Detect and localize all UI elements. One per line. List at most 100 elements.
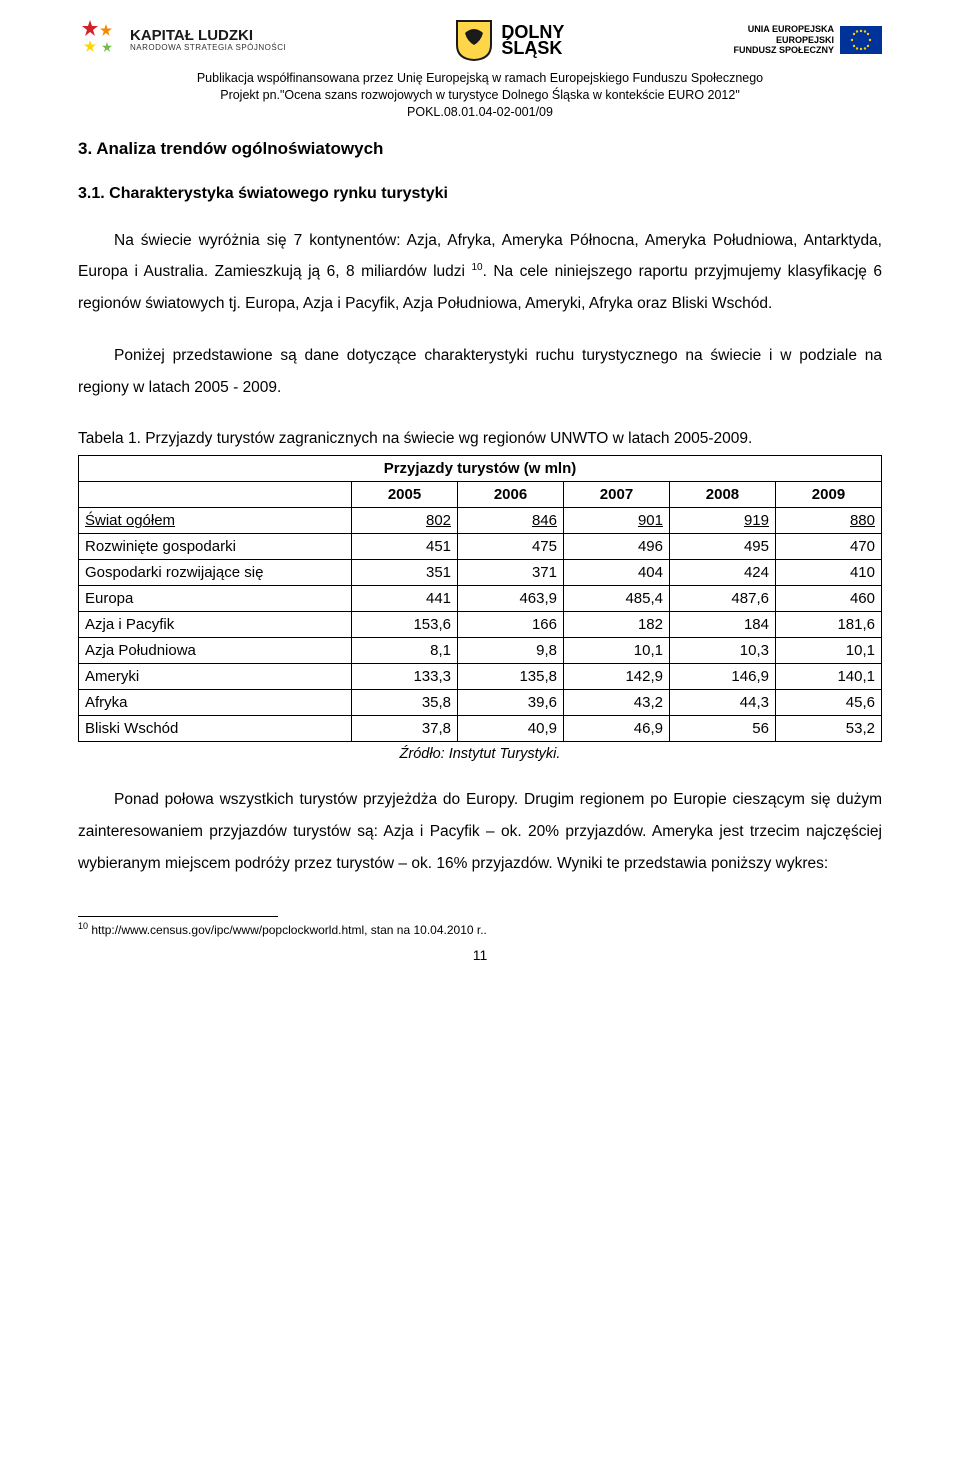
table-row: Rozwinięte gospodarki451475496495470: [79, 534, 882, 560]
table-cell: 9,8: [458, 638, 564, 664]
table-cell: 37,8: [352, 716, 458, 742]
table-cell: 404: [564, 560, 670, 586]
eu-flag-icon: [840, 26, 882, 54]
paragraph-1: Na świecie wyróżnia się 7 kontynentów: A…: [78, 225, 882, 320]
table-cell: 46,9: [564, 716, 670, 742]
table-cell: 184: [669, 612, 775, 638]
table-cell: 485,4: [564, 586, 670, 612]
table-cell: 153,6: [352, 612, 458, 638]
table-cell: 40,9: [458, 716, 564, 742]
table-cell: 35,8: [352, 690, 458, 716]
table-year-header: 2006: [458, 482, 564, 508]
footnote-text: http://www.census.gov/ipc/www/popclockwo…: [88, 923, 487, 937]
table-cell: 460: [775, 586, 881, 612]
table-year-header: 2009: [775, 482, 881, 508]
kl-subtitle: NARODOWA STRATEGIA SPÓJNOŚCI: [130, 44, 286, 52]
table-year-header: 2008: [669, 482, 775, 508]
footnote-num: 10: [78, 921, 88, 931]
table-cell: 140,1: [775, 664, 881, 690]
logo-eu: UNIA EUROPEJSKA EUROPEJSKI FUNDUSZ SPOŁE…: [733, 24, 882, 55]
table-cell: 410: [775, 560, 881, 586]
table-row: Ameryki133,3135,8142,9146,9140,1: [79, 664, 882, 690]
table-row-label: Rozwinięte gospodarki: [79, 534, 352, 560]
table-cell: 441: [352, 586, 458, 612]
table-cell: 142,9: [564, 664, 670, 690]
paragraph-3: Ponad połowa wszystkich turystów przyjeż…: [78, 784, 882, 879]
footnote-rule: [78, 916, 278, 917]
table-cell: 495: [669, 534, 775, 560]
table-cell: 39,6: [458, 690, 564, 716]
eu-line2: EUROPEJSKI: [776, 35, 834, 45]
table-row-label: Azja Południowa: [79, 638, 352, 664]
table-row: Gospodarki rozwijające się35137140442441…: [79, 560, 882, 586]
table-cell: 901: [564, 508, 670, 534]
table-cell: 351: [352, 560, 458, 586]
kl-title: KAPITAŁ LUDZKI: [130, 28, 286, 44]
table-row: Świat ogółem802846901919880: [79, 508, 882, 534]
table-row-label: Gospodarki rozwijające się: [79, 560, 352, 586]
table-row-label: Afryka: [79, 690, 352, 716]
table-cell: 133,3: [352, 664, 458, 690]
publication-info: Publikacja współfinansowana przez Unię E…: [78, 70, 882, 121]
table-cell: 10,3: [669, 638, 775, 664]
table-row-label: Bliski Wschód: [79, 716, 352, 742]
page-number: 11: [78, 947, 882, 963]
kl-star-icon: [78, 18, 122, 62]
table-cell: 182: [564, 612, 670, 638]
logo-dolny-slask: DOLNY ŚLĄSK: [455, 19, 564, 61]
table-title: Przyjazdy turystów (w mln): [79, 456, 882, 482]
para3-text: Ponad połowa wszystkich turystów przyjeż…: [78, 791, 882, 872]
table-cell: 487,6: [669, 586, 775, 612]
table-row-label: Ameryki: [79, 664, 352, 690]
table-cell: 424: [669, 560, 775, 586]
table-row: Azja i Pacyfik153,6166182184181,6: [79, 612, 882, 638]
subsection-heading: 3.1. Charakterystyka światowego rynku tu…: [78, 185, 882, 203]
pubinfo-line2: Projekt pn."Ocena szans rozwojowych w tu…: [78, 87, 882, 104]
pubinfo-line1: Publikacja współfinansowana przez Unię E…: [78, 70, 882, 87]
ds-line2: ŚLĄSK: [501, 40, 564, 56]
header-logos: KAPITAŁ LUDZKI NARODOWA STRATEGIA SPÓJNO…: [78, 18, 882, 62]
table-row: Bliski Wschód37,840,946,95653,2: [79, 716, 882, 742]
eu-line1: UNIA EUROPEJSKA: [748, 24, 834, 34]
para2-text: Poniżej przedstawione są dane dotyczące …: [78, 347, 882, 396]
section-heading: 3. Analiza trendów ogólnoświatowych: [78, 139, 882, 159]
table-cell: 8,1: [352, 638, 458, 664]
table-cell: 10,1: [564, 638, 670, 664]
table-cell: 44,3: [669, 690, 775, 716]
footnote-ref-10: 10: [471, 262, 482, 273]
table-row-label: Azja i Pacyfik: [79, 612, 352, 638]
table-cell: 56: [669, 716, 775, 742]
table-cell: 45,6: [775, 690, 881, 716]
pubinfo-line3: POKL.08.01.04-02-001/09: [78, 104, 882, 121]
table-year-header: 2005: [352, 482, 458, 508]
footnote-10: 10 http://www.census.gov/ipc/www/popcloc…: [78, 921, 882, 937]
table-cell: 53,2: [775, 716, 881, 742]
arrivals-table: Przyjazdy turystów (w mln) 2005200620072…: [78, 455, 882, 742]
table-cell: 475: [458, 534, 564, 560]
table-cell: 880: [775, 508, 881, 534]
table-cell: 135,8: [458, 664, 564, 690]
table-corner-cell: [79, 482, 352, 508]
table-cell: 371: [458, 560, 564, 586]
table-cell: 181,6: [775, 612, 881, 638]
table-caption: Tabela 1. Przyjazdy turystów zagraniczny…: [78, 427, 882, 451]
table-cell: 846: [458, 508, 564, 534]
table-cell: 470: [775, 534, 881, 560]
table-row-label: Świat ogółem: [79, 508, 352, 534]
table-year-header: 2007: [564, 482, 670, 508]
table-cell: 451: [352, 534, 458, 560]
table-cell: 496: [564, 534, 670, 560]
table-cell: 166: [458, 612, 564, 638]
table-row-label: Europa: [79, 586, 352, 612]
paragraph-2: Poniżej przedstawione są dane dotyczące …: [78, 340, 882, 404]
table-row: Azja Południowa8,19,810,110,310,1: [79, 638, 882, 664]
table-row: Europa441463,9485,4487,6460: [79, 586, 882, 612]
table-cell: 802: [352, 508, 458, 534]
table-row: Afryka35,839,643,244,345,6: [79, 690, 882, 716]
table-cell: 463,9: [458, 586, 564, 612]
table-cell: 146,9: [669, 664, 775, 690]
table-cell: 10,1: [775, 638, 881, 664]
table-cell: 919: [669, 508, 775, 534]
logo-kapital-ludzki: KAPITAŁ LUDZKI NARODOWA STRATEGIA SPÓJNO…: [78, 18, 286, 62]
table-source: Źródło: Instytut Turystyki.: [78, 746, 882, 762]
